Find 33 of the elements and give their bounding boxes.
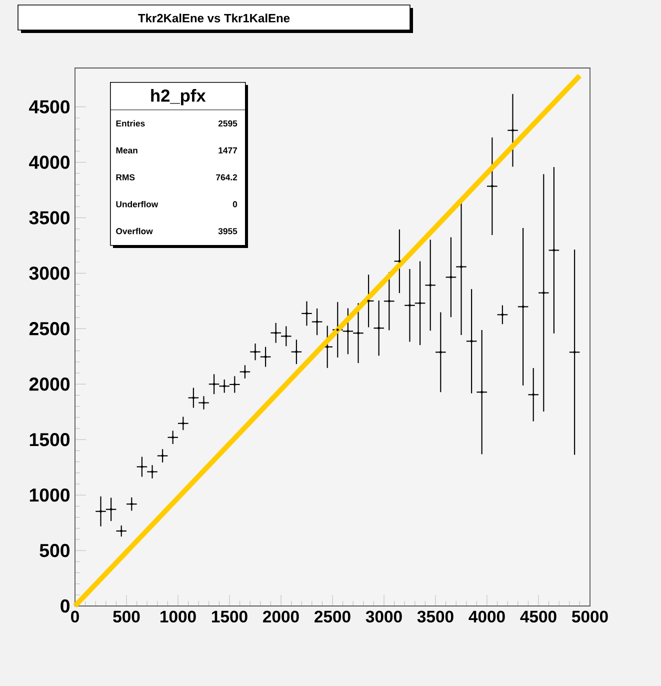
x-tick-label: 2500: [314, 610, 350, 623]
y-tick-label: 2000: [29, 378, 70, 391]
y-tick-label: 3000: [29, 266, 70, 280]
x-tick-label: 3000: [366, 610, 402, 623]
x-tick-label: 1500: [212, 610, 248, 623]
x-tick-label: 4500: [520, 610, 556, 623]
x-tick-label: 1000: [160, 610, 196, 623]
annotation: Underflow: [116, 200, 158, 208]
annotation: h2_pfx: [151, 89, 206, 106]
x-tick-label: 5000: [572, 610, 608, 623]
x-tick-label: 3500: [417, 610, 454, 623]
annotation: 2595: [218, 120, 238, 127]
annotation: Overflow: [116, 228, 153, 234]
annotation: 3955: [218, 228, 238, 234]
y-tick-label: 0: [60, 599, 70, 613]
x-tick-label: 4000: [468, 610, 505, 623]
y-tick-label: 500: [40, 544, 70, 558]
annotation: 1477: [218, 147, 238, 154]
y-tick-label: 1000: [30, 488, 70, 502]
annotation: Mean: [116, 147, 138, 154]
y-tick-label: 4500: [29, 100, 70, 114]
annotation: 0: [232, 201, 238, 208]
x-tick-label: 2000: [263, 610, 299, 623]
chart-title: Tkr2KalEne vs Tkr1KalEne: [138, 14, 290, 22]
annotation: 764.2: [216, 174, 238, 180]
x-tick-label: 500: [113, 610, 140, 623]
annotation: Entries: [116, 120, 145, 127]
y-tick-label: 1500: [30, 432, 70, 446]
x-tick-label: 0: [71, 610, 79, 623]
annotation: RMS: [116, 174, 135, 180]
y-tick-label: 2500: [29, 322, 70, 336]
y-tick-label: 4000: [29, 156, 70, 169]
y-tick-label: 3500: [29, 211, 70, 224]
